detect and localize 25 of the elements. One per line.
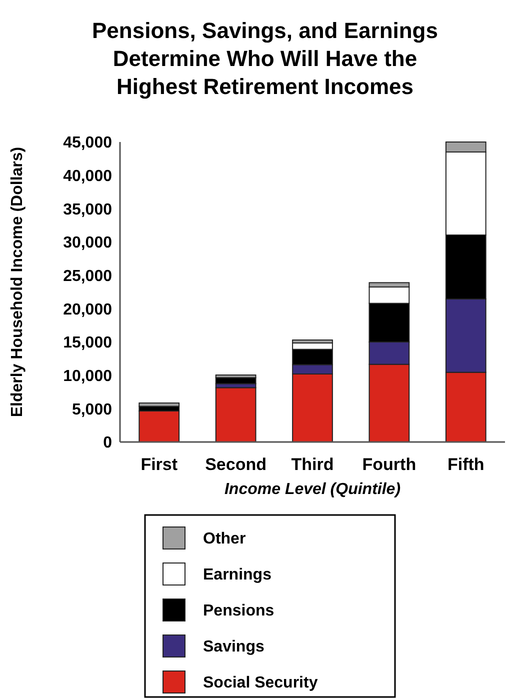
y-tick-label: 40,000 xyxy=(63,168,112,185)
y-tick-label: 25,000 xyxy=(63,268,112,285)
x-tick-label: First xyxy=(140,455,178,474)
y-tick-label: 30,000 xyxy=(63,234,112,252)
y-tick-label: 35,000 xyxy=(63,201,112,218)
legend-label: Pensions xyxy=(203,602,274,620)
chart-title: Pensions, Savings, and Earnings Determine Who Will Have the Highest Retirement Incomes xyxy=(92,18,438,99)
legend-label: Savings xyxy=(203,638,264,656)
bar xyxy=(138,410,180,442)
y-tick-label: 20,000 xyxy=(63,301,112,318)
y-tick-label: 5,000 xyxy=(72,401,112,418)
legend-label: Earnings xyxy=(203,566,272,584)
bar xyxy=(215,387,256,442)
y-tick-label: 45,000 xyxy=(63,134,112,152)
y-axis-title: Elderly Household Income (Dollars) xyxy=(9,146,26,418)
x-axis-title: Income Level (Quintile) xyxy=(224,481,401,498)
legend-label: Other xyxy=(203,530,246,548)
x-tick-label: Third xyxy=(291,455,334,474)
legend-label: Social Security xyxy=(203,674,318,692)
x-tick-label: Fifth xyxy=(447,455,484,474)
x-tick-label: Second xyxy=(205,455,267,474)
y-tick-label: 15,000 xyxy=(63,334,112,352)
x-tick-label: Fourth xyxy=(362,455,416,474)
y-tick-label: 10,000 xyxy=(63,368,112,385)
y-tick-label: 0 xyxy=(103,434,112,452)
